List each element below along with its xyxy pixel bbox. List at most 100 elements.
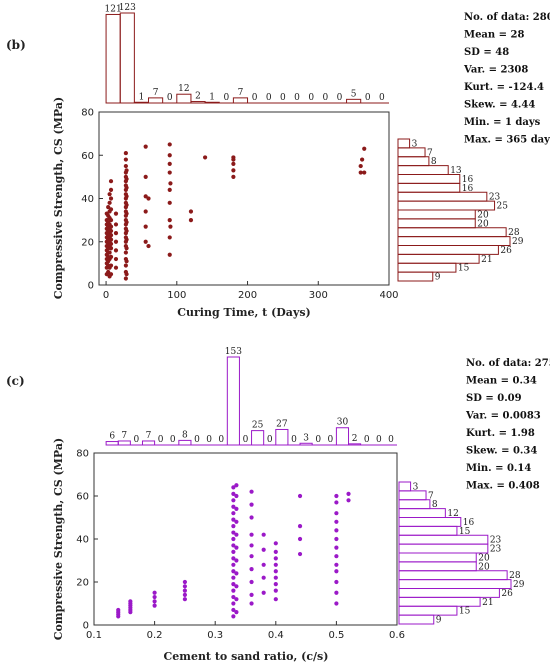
x-tick-label: 200 — [238, 290, 257, 301]
data-point — [188, 209, 194, 214]
data-point — [362, 146, 367, 151]
data-point — [124, 176, 129, 182]
top-hist-count: 0 — [134, 435, 140, 445]
top-hist-bar — [346, 98, 362, 104]
data-point — [188, 218, 194, 223]
data-point — [152, 594, 157, 600]
top-hist-bar — [119, 12, 135, 104]
data-point — [143, 144, 148, 149]
right-hist-bar — [398, 508, 446, 518]
top-hist-bar — [204, 101, 220, 104]
right-hist-count: 20 — [478, 562, 490, 572]
top-hist-bar — [148, 97, 164, 104]
data-point — [116, 607, 121, 613]
data-point — [358, 170, 363, 175]
data-point — [128, 599, 133, 604]
top-hist-count: 7 — [238, 88, 244, 98]
right-hist-count: 3 — [412, 139, 418, 149]
top-hist-count: 0 — [218, 435, 224, 445]
data-point — [124, 220, 129, 225]
data-point — [231, 607, 236, 613]
right-hist-count: 26 — [500, 246, 512, 256]
top-hist-bar — [105, 13, 121, 104]
data-point — [231, 582, 236, 587]
data-point — [231, 543, 236, 548]
data-point — [124, 259, 129, 264]
data-point — [231, 562, 236, 567]
data-point — [143, 239, 148, 244]
data-point — [231, 161, 236, 166]
top-hist-count: 0 — [206, 435, 212, 445]
data-point — [249, 543, 254, 548]
data-point — [334, 493, 339, 499]
data-point — [231, 524, 236, 529]
right-hist-count: 13 — [450, 166, 462, 176]
x-tick-label: 0.3 — [207, 630, 223, 641]
panel-label: (b) — [6, 38, 26, 52]
data-point — [334, 545, 339, 550]
stats-line: Mean = 0.34 — [466, 376, 537, 387]
right-hist-count: 21 — [482, 598, 493, 608]
right-hist-count: 25 — [497, 202, 509, 212]
data-point — [108, 196, 114, 201]
data-point — [108, 187, 114, 192]
right-hist-count: 23 — [490, 545, 502, 555]
right-hist-count: 29 — [513, 580, 525, 590]
right-hist-bar — [397, 253, 480, 264]
data-point — [231, 491, 236, 496]
right-hist-count: 20 — [478, 553, 490, 563]
x-tick-label: 0.5 — [328, 630, 344, 641]
data-point — [108, 254, 114, 259]
x-tick-label: 100 — [167, 290, 186, 301]
data-point — [273, 588, 278, 593]
data-point — [107, 250, 112, 255]
top-hist-count: 0 — [376, 435, 382, 445]
data-point — [152, 599, 157, 604]
top-hist-bar — [232, 97, 249, 104]
top-hist-count: 0 — [243, 435, 249, 445]
right-hist-bar — [398, 570, 508, 581]
top-hist-count: 2 — [195, 92, 201, 102]
data-point — [346, 491, 351, 496]
right-hist-bar — [398, 561, 477, 572]
data-point — [182, 584, 187, 589]
top-hist-count: 0 — [158, 435, 164, 445]
top-hist-count: 5 — [351, 89, 357, 99]
data-point — [234, 506, 239, 511]
data-point — [297, 536, 303, 542]
right-hist-count: 15 — [459, 527, 471, 537]
stats-line: No. of data: 275 — [466, 358, 550, 369]
right-hist-count: 20 — [477, 219, 489, 229]
data-point — [334, 554, 339, 559]
data-point — [167, 170, 172, 175]
data-point — [231, 614, 236, 619]
data-point — [261, 532, 266, 537]
data-point — [108, 228, 114, 234]
top-hist-bar — [117, 440, 131, 446]
data-point — [182, 588, 187, 593]
right-hist-count: 23 — [489, 193, 501, 203]
data-point — [334, 519, 339, 524]
data-point — [108, 263, 114, 268]
top-hist-bar — [348, 443, 362, 446]
data-point — [261, 575, 266, 580]
data-point — [108, 224, 114, 229]
top-hist-count: 25 — [252, 421, 264, 431]
right-hist-bar — [398, 552, 477, 563]
right-hist-bar — [398, 543, 489, 554]
data-point — [234, 532, 239, 537]
x-axis-label: Curing Time, t (Days) — [177, 306, 310, 319]
stats-line: Var. = 2308 — [463, 65, 528, 76]
data-point — [113, 222, 119, 227]
stats-line: No. of data: 280 — [464, 12, 550, 23]
data-point — [273, 597, 278, 602]
data-point — [167, 252, 172, 257]
stats-line: Skew. = 4.44 — [464, 100, 535, 111]
panel-label: (c) — [6, 374, 25, 388]
data-point — [113, 265, 119, 270]
top-hist-bar — [178, 439, 192, 446]
data-point — [249, 554, 254, 559]
right-hist-count: 3 — [413, 482, 419, 492]
right-hist-count: 9 — [436, 616, 442, 626]
y-tick-label: 40 — [76, 535, 89, 546]
